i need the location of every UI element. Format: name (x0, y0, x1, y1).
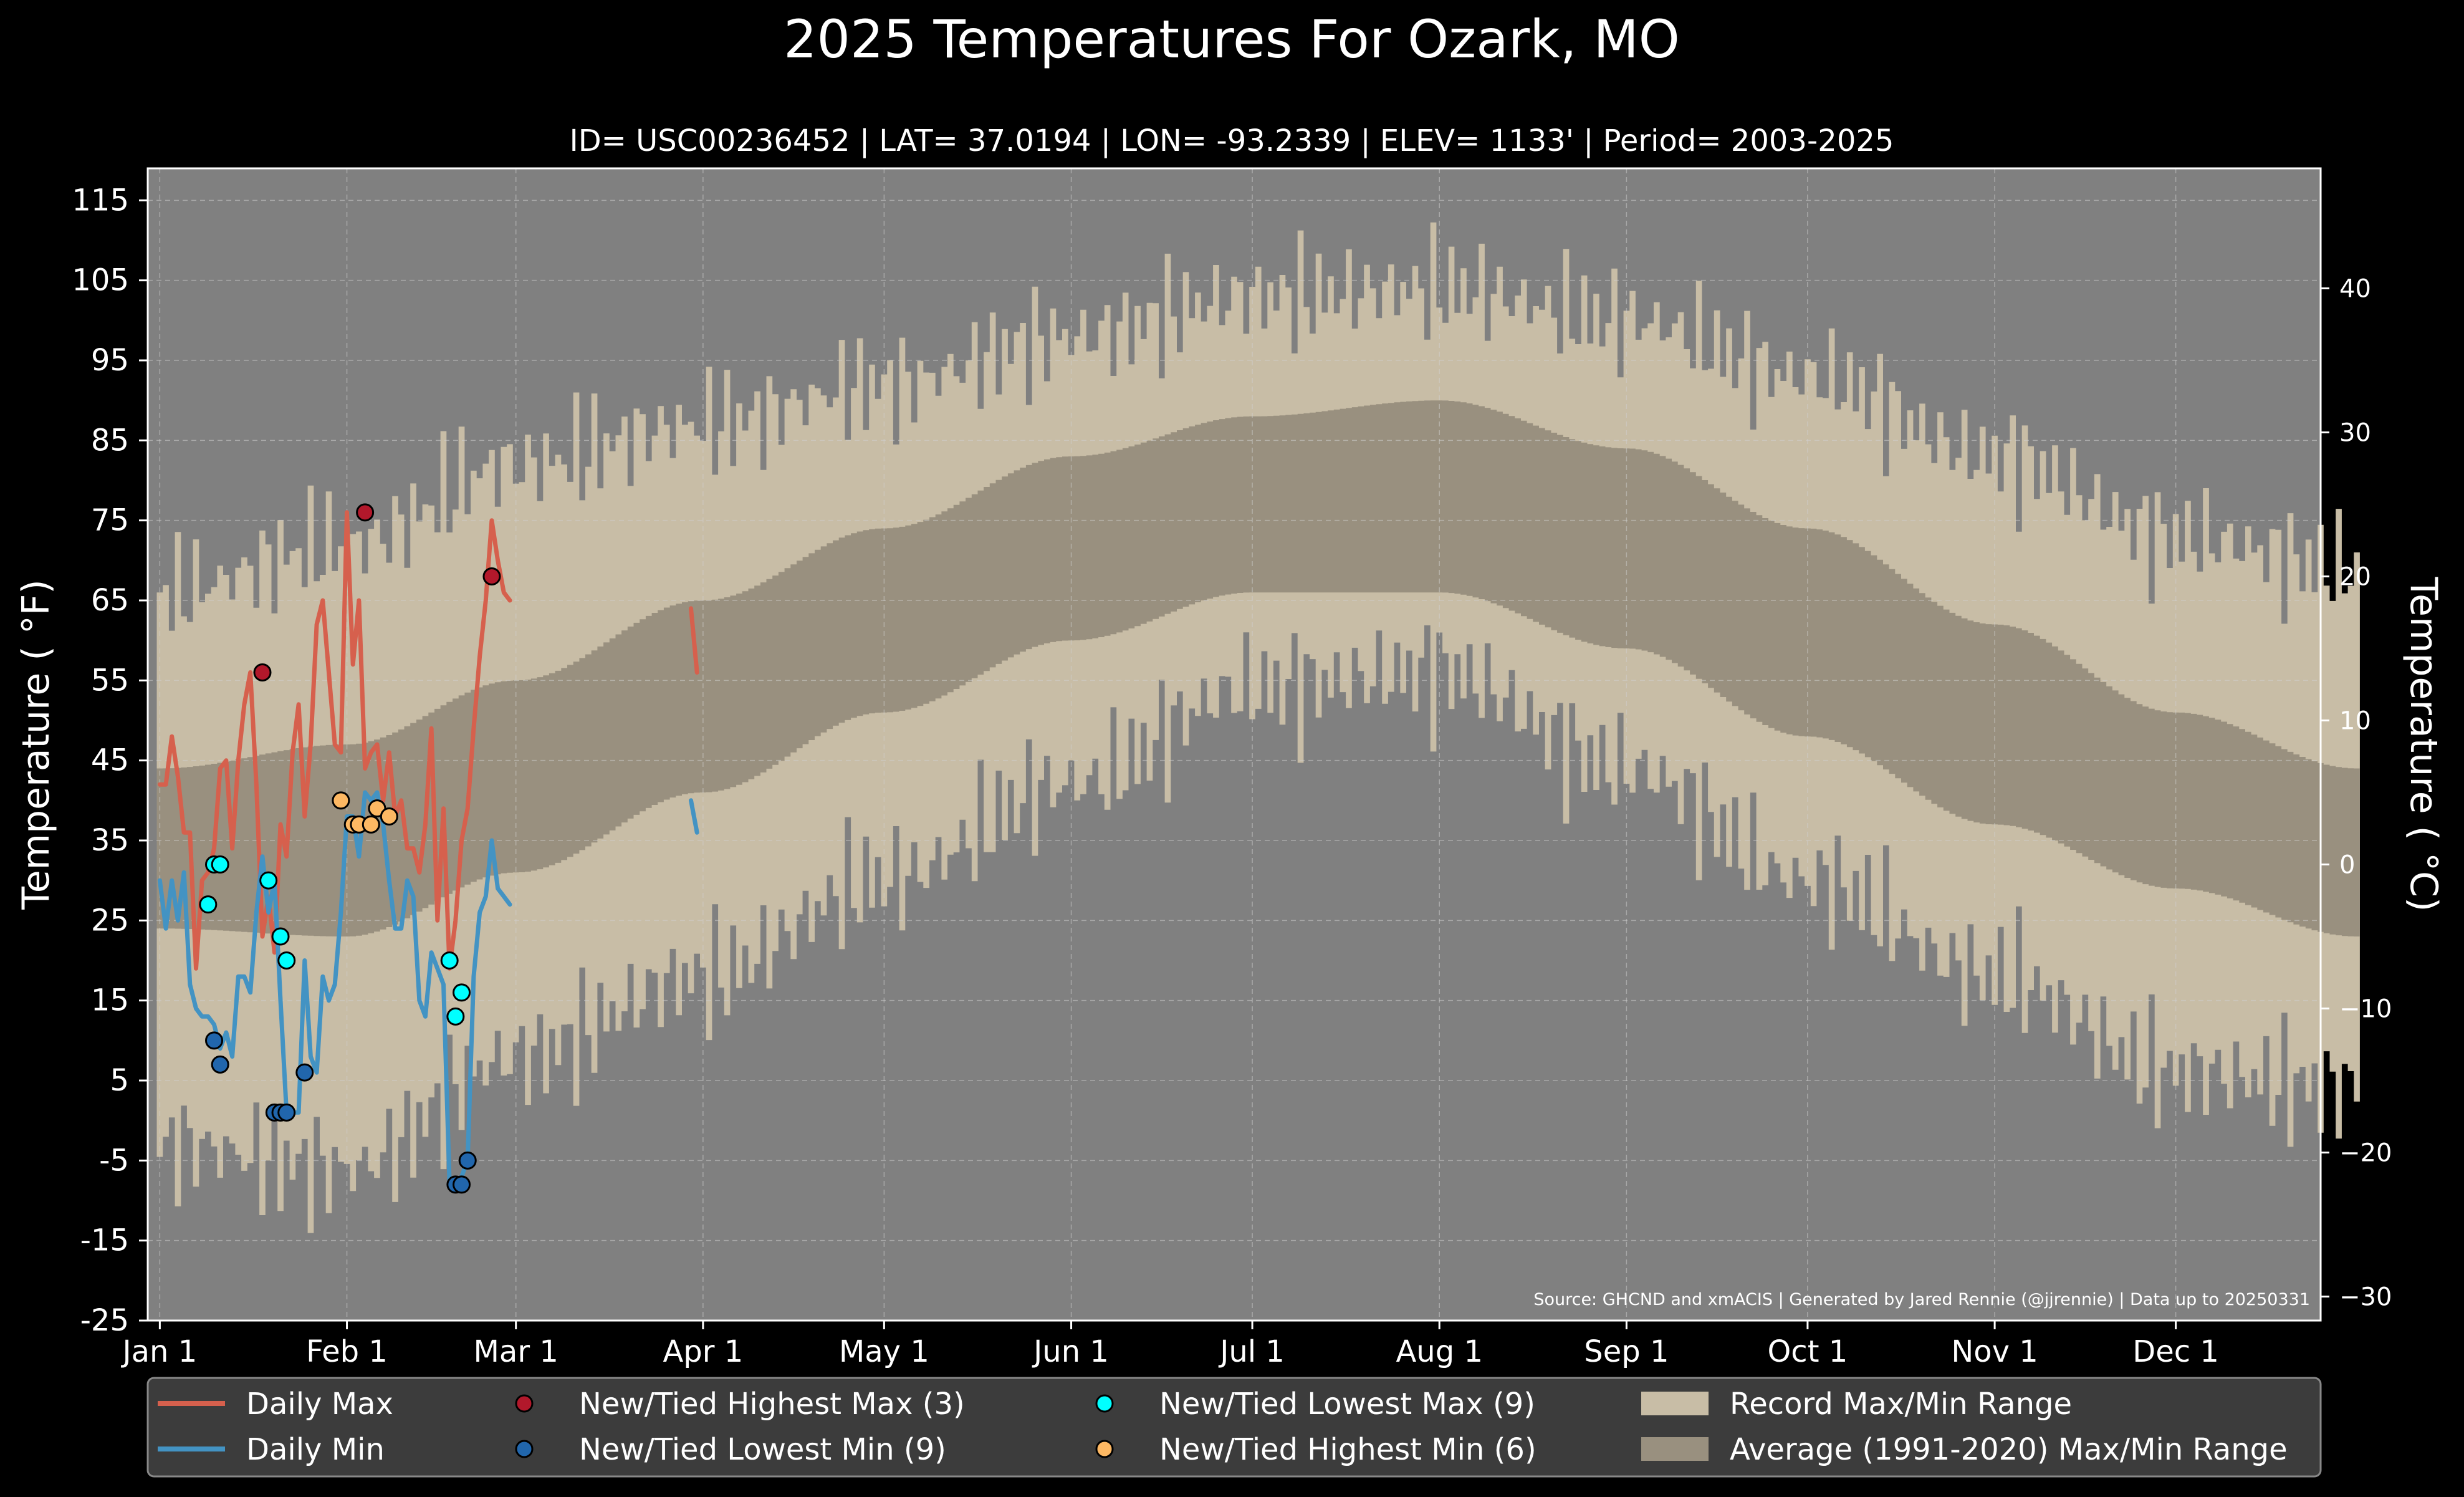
y-tick-label-right: 40 (2339, 275, 2371, 304)
chart-subtitle: ID= USC00236452 | LAT= 37.0194 | LON= -9… (570, 123, 1894, 158)
legend-item-new-tied-lowest-min-9-swatch (515, 1440, 534, 1458)
legend-item-average-1991-2020-max-min-range-label: Average (1991-2020) Max/Min Range (1730, 1432, 2288, 1467)
y-tick-label-right: −10 (2339, 995, 2392, 1024)
legend-item-new-tied-highest-min-6-swatch (1095, 1440, 1114, 1458)
y-tick-label-right: 0 (2339, 851, 2355, 880)
x-tick-label: Mar 1 (474, 1334, 558, 1369)
x-tick-label: Oct 1 (1768, 1334, 1848, 1369)
y-tick-label: 65 (91, 583, 129, 618)
range-bands (156, 222, 2360, 1233)
y-tick-label: 75 (91, 503, 129, 538)
record-point-new-tied-lowest-max (446, 1007, 465, 1026)
x-tick-label: Dec 1 (2132, 1334, 2219, 1369)
y-tick-label-right: 20 (2339, 563, 2371, 592)
legend-item-new-tied-highest-min-6-label: New/Tied Highest Min (6) (1159, 1432, 1536, 1467)
y-axis-right: 40 30 20 10 0 −10 −20 −30 (2321, 275, 2392, 1312)
record-point-new-tied-highest-max (356, 503, 375, 522)
plot-frame (146, 167, 2322, 1322)
grid-lines (148, 168, 2321, 1321)
y-tick-label-right: −30 (2339, 1283, 2392, 1312)
y-tick-label: 25 (91, 903, 129, 938)
average-range-band (156, 400, 2360, 936)
record-point-new-tied-lowest-min (205, 1031, 224, 1050)
y-tick-label: -5 (99, 1143, 129, 1178)
record-point-new-tied-lowest-max (259, 871, 278, 890)
y-tick-label: 105 (72, 263, 129, 298)
record-point-new-tied-highest-min (380, 807, 398, 826)
y-tick-label: 115 (72, 183, 129, 218)
record-point-new-tied-lowest-max (211, 855, 229, 874)
x-tick-label: Aug 1 (1396, 1334, 1483, 1369)
legend-item-new-tied-highest-max-3-swatch (515, 1394, 534, 1413)
y-tick-label: -15 (80, 1223, 129, 1258)
chart-title: 2025 Temperatures For Ozark, MO (784, 9, 1680, 70)
y-axis-label-left: Temperature ( °F) (14, 579, 58, 910)
record-range-band (156, 222, 2360, 1233)
record-point-new-tied-lowest-max (453, 983, 471, 1002)
x-axis: Jan 1 Feb 1 Mar 1 Apr 1 May 1 Jun 1 Jul 1 Aug 1… (120, 1321, 2219, 1369)
legend: Daily Max New/Tied Highest Max (3) New/Tie… (158, 1387, 2288, 1467)
y-tick-label: 5 (110, 1063, 129, 1098)
record-point-new-tied-highest-min (332, 791, 350, 810)
legend-item-new-tied-highest-max-3-label: New/Tied Highest Max (3) (579, 1387, 965, 1422)
x-tick-label: Nov 1 (1951, 1334, 2038, 1369)
legend-item-average-1991-2020-max-min-range-swatch (1641, 1437, 1709, 1461)
legend-item-record-max-min-range-swatch (1641, 1392, 1709, 1415)
record-point-new-tied-highest-max (253, 663, 272, 681)
y-tick-label: 35 (91, 823, 129, 858)
y-tick-label: 85 (91, 423, 129, 458)
record-point-new-tied-lowest-max (271, 927, 290, 946)
record-point-new-tied-lowest-min (295, 1063, 314, 1082)
record-point-new-tied-lowest-max (277, 951, 296, 970)
x-tick-label: Apr 1 (663, 1334, 743, 1369)
record-point-new-tied-lowest-min (211, 1055, 229, 1074)
y-tick-label: -25 (80, 1303, 129, 1338)
x-tick-label: Sep 1 (1584, 1334, 1669, 1369)
x-tick-label: Jun 1 (1032, 1334, 1109, 1369)
legend-item-new-tied-lowest-min-9-label: New/Tied Lowest Min (9) (579, 1432, 946, 1467)
legend-item-new-tied-lowest-max-9-swatch (1095, 1394, 1114, 1413)
legend-item-daily-min-label: Daily Min (246, 1432, 385, 1467)
x-tick-label: Feb 1 (306, 1334, 388, 1369)
source-note: Source: GHCND and xmACIS | Generated by … (1533, 1290, 2310, 1309)
legend-box (146, 1377, 2322, 1478)
y-tick-label-right: 10 (2339, 707, 2371, 736)
record-point-new-tied-highest-min (362, 815, 380, 834)
y-tick-label: 55 (91, 663, 129, 698)
record-points (199, 503, 501, 1194)
record-point-new-tied-lowest-max (440, 951, 459, 970)
y-axis-label-right: Temperature ( °C) (2402, 577, 2445, 912)
y-tick-label: 95 (91, 343, 129, 378)
y-tick-label-right: −20 (2339, 1139, 2392, 1168)
y-axis-left: 115 105 95 85 75 65 55 45 35 25 15 5 -5 -15 -25 (72, 183, 148, 1338)
x-tick-label: Jan 1 (120, 1334, 197, 1369)
y-tick-label: 45 (91, 743, 129, 778)
x-tick-label: Jul 1 (1218, 1334, 1285, 1369)
x-tick-label: May 1 (839, 1334, 929, 1369)
y-tick-label-right: 30 (2339, 419, 2371, 448)
record-point-new-tied-lowest-max (199, 895, 218, 914)
record-point-new-tied-lowest-min (453, 1175, 471, 1194)
record-point-new-tied-lowest-min (458, 1151, 477, 1170)
record-point-new-tied-lowest-min (277, 1103, 296, 1122)
record-point-new-tied-highest-max (482, 567, 501, 585)
legend-item-daily-max-label: Daily Max (246, 1387, 393, 1422)
legend-item-record-max-min-range-label: Record Max/Min Range (1730, 1387, 2072, 1422)
legend-item-new-tied-lowest-max-9-label: New/Tied Lowest Max (9) (1159, 1387, 1535, 1422)
y-tick-label: 15 (91, 983, 129, 1018)
